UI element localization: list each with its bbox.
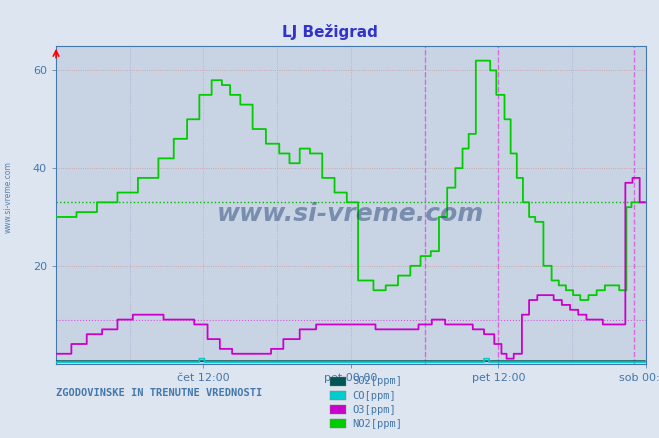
Text: www.si-vreme.com: www.si-vreme.com (3, 161, 13, 233)
Text: SO2[ppm]: SO2[ppm] (353, 377, 403, 386)
Text: CO[ppm]: CO[ppm] (353, 391, 396, 400)
Text: LJ Bežigrad: LJ Bežigrad (281, 24, 378, 40)
Text: O3[ppm]: O3[ppm] (353, 405, 396, 414)
Text: NO2[ppm]: NO2[ppm] (353, 419, 403, 428)
Text: ZGODOVINSKE IN TRENUTNE VREDNOSTI: ZGODOVINSKE IN TRENUTNE VREDNOSTI (56, 388, 262, 398)
Text: www.si-vreme.com: www.si-vreme.com (217, 202, 484, 226)
